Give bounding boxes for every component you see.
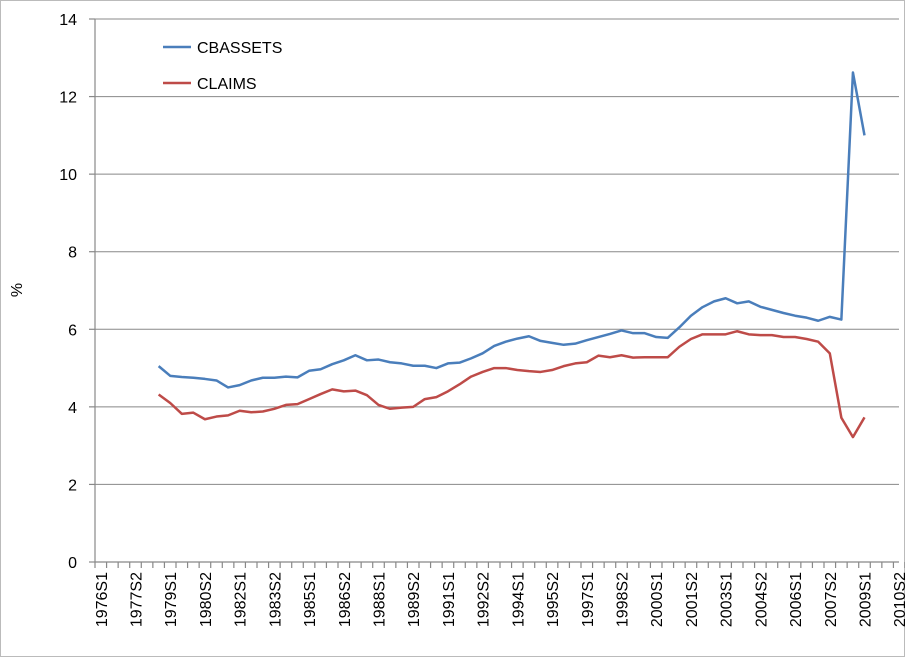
y-tick-label: 10: [59, 167, 77, 184]
x-tick-label: 1982S1: [233, 572, 250, 627]
y-tick-label: 12: [59, 90, 77, 107]
x-tick-label: 1988S1: [372, 572, 389, 627]
x-tick-label: 2001S2: [684, 572, 701, 627]
y-tick-label: 0: [68, 555, 77, 572]
y-tick-label: 4: [68, 400, 77, 417]
legend-label: CBASSETS: [197, 40, 282, 57]
x-tick-label: 1977S2: [129, 572, 146, 627]
x-tick-label: 1989S2: [406, 572, 423, 627]
y-tick-label: 8: [68, 245, 77, 262]
x-tick-label: 2009S1: [858, 572, 875, 627]
y-tick-label: 2: [68, 477, 77, 494]
x-tick-label: 1994S1: [510, 572, 527, 627]
x-tick-label: 1976S1: [94, 572, 111, 627]
x-tick-label: 1997S1: [580, 572, 597, 627]
x-tick-label: 1986S2: [337, 572, 354, 627]
x-tick-label: 2000S1: [649, 572, 666, 627]
x-tick-label: 1995S2: [545, 572, 562, 627]
x-tick-label: 2004S2: [753, 572, 770, 627]
y-axis-label: %: [9, 283, 26, 297]
data-line: [157, 71, 866, 389]
x-tick-label: 1998S2: [615, 572, 632, 627]
x-tick-label: 2007S2: [823, 572, 840, 627]
legend-label: CLAIMS: [197, 76, 257, 93]
x-tick-label: 1992S2: [476, 572, 493, 627]
x-tick-label: 2003S1: [719, 572, 736, 627]
x-tick-label: 1983S2: [267, 572, 284, 627]
x-tick-label: 1991S1: [441, 572, 458, 627]
y-tick-label: 14: [59, 12, 77, 29]
x-tick-label: 2006S1: [788, 572, 805, 627]
x-tick-label: 1980S2: [198, 572, 215, 627]
x-tick-label: 1979S1: [163, 572, 180, 627]
y-tick-label: 6: [68, 322, 77, 339]
x-tick-label: 1985S1: [302, 572, 319, 627]
data-line: [157, 329, 866, 439]
x-tick-label: 2010S2: [892, 572, 905, 627]
